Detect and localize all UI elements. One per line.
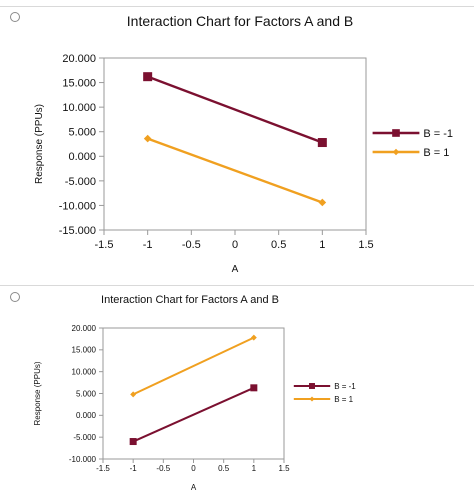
y-tick-label: -5.000 bbox=[73, 433, 96, 442]
x-tick-label: 1 bbox=[319, 239, 325, 251]
x-tick-label: 1 bbox=[252, 464, 257, 473]
y-tick-label: 0.000 bbox=[76, 411, 97, 420]
data-point-marker bbox=[317, 138, 327, 148]
legend-marker-2 bbox=[392, 148, 400, 156]
radio-button-option-1[interactable] bbox=[10, 12, 20, 22]
y-tick-label: -10.000 bbox=[59, 200, 96, 212]
x-tick-label: -1.5 bbox=[95, 239, 114, 251]
y-tick-label: 20.000 bbox=[62, 53, 96, 65]
answer-option-1[interactable]: Interaction Chart for Factors A and B -15… bbox=[0, 0, 474, 284]
legend-label: B = 1 bbox=[423, 147, 449, 159]
interaction-chart-2: Interaction Chart for Factors A and B-10… bbox=[33, 294, 356, 492]
series-line-1 bbox=[132, 386, 255, 443]
option-divider bbox=[0, 285, 474, 286]
answer-option-2[interactable]: Interaction Chart for Factors A and B -10… bbox=[0, 286, 474, 504]
data-point-marker bbox=[250, 384, 258, 392]
x-tick-label: -1 bbox=[143, 239, 153, 251]
chart-title: Interaction Chart for Factors A and B bbox=[101, 294, 279, 306]
x-tick-label: 0 bbox=[232, 239, 238, 251]
x-tick-label: -0.5 bbox=[156, 464, 170, 473]
y-tick-label: 15.000 bbox=[72, 346, 97, 355]
series-line-2 bbox=[132, 336, 255, 396]
x-tick-label: -1 bbox=[130, 464, 138, 473]
top-divider bbox=[0, 6, 474, 7]
y-tick-label: -15.000 bbox=[59, 225, 96, 237]
x-tick-label: 0 bbox=[191, 464, 196, 473]
y-tick-label: 20.000 bbox=[72, 324, 97, 333]
data-point-marker bbox=[143, 134, 152, 143]
legend-label: B = -1 bbox=[423, 128, 453, 140]
x-tick-label: 1.5 bbox=[358, 239, 373, 251]
legend-marker-2 bbox=[309, 396, 315, 402]
series-line-2 bbox=[147, 137, 323, 204]
y-tick-label: 15.000 bbox=[62, 78, 96, 90]
legend-marker-1 bbox=[309, 383, 315, 389]
y-axis-label: Response (PPUs) bbox=[33, 361, 42, 425]
y-tick-label: 10.000 bbox=[72, 368, 97, 377]
x-tick-label: 1.5 bbox=[278, 464, 290, 473]
x-tick-label: 0.5 bbox=[271, 239, 286, 251]
legend-label: B = 1 bbox=[334, 395, 353, 404]
x-tick-label: 0.5 bbox=[218, 464, 230, 473]
data-point-marker bbox=[318, 198, 327, 207]
x-tick-label: -0.5 bbox=[182, 239, 201, 251]
x-axis-label: A bbox=[191, 483, 197, 492]
y-tick-label: 5.000 bbox=[76, 389, 97, 398]
x-axis-label: A bbox=[232, 264, 239, 275]
chart-title: Interaction Chart for Factors A and B bbox=[127, 13, 353, 29]
data-point-marker bbox=[129, 438, 137, 446]
y-tick-label: 0.000 bbox=[68, 151, 96, 163]
legend-marker-1 bbox=[392, 129, 400, 137]
y-tick-label: 5.000 bbox=[68, 127, 96, 139]
y-tick-label: -5.000 bbox=[65, 176, 96, 188]
legend-label: B = -1 bbox=[334, 382, 356, 391]
data-point-marker bbox=[250, 334, 257, 341]
y-tick-label: 10.000 bbox=[62, 102, 96, 114]
y-axis-label: Response (PPUs) bbox=[34, 104, 45, 184]
series-line-1 bbox=[147, 75, 323, 144]
data-point-marker bbox=[143, 72, 153, 82]
y-tick-label: -10.000 bbox=[69, 455, 97, 464]
interaction-chart-1: Interaction Chart for Factors A and B-15… bbox=[34, 13, 453, 275]
radio-button-option-2[interactable] bbox=[10, 292, 20, 302]
x-tick-label: -1.5 bbox=[96, 464, 110, 473]
